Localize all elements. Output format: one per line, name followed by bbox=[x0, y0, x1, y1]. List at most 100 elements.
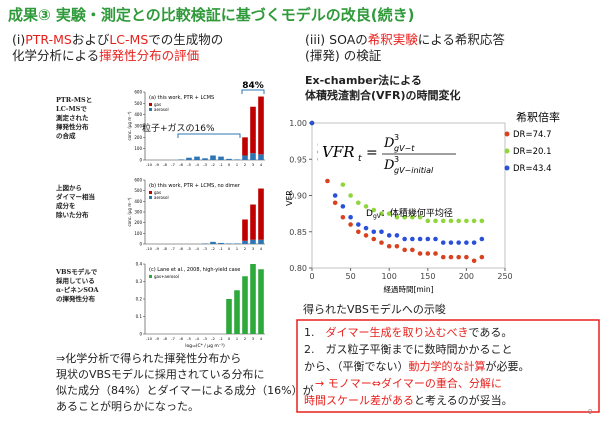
x-tick-label: 1 bbox=[236, 162, 239, 167]
x-tick-label: -6 bbox=[179, 162, 183, 167]
bar bbox=[186, 157, 192, 160]
x-tick-label: 100 bbox=[382, 272, 397, 281]
point bbox=[371, 207, 377, 213]
point bbox=[394, 233, 400, 238]
row-label: の揮発性分布 bbox=[56, 294, 96, 303]
bar bbox=[242, 137, 248, 156]
text-segment: → モノマー⇔ダイマーの重合、分解に bbox=[304, 376, 502, 390]
point bbox=[464, 218, 469, 224]
subheading-line: Ex-chamber法による bbox=[305, 73, 422, 87]
point bbox=[456, 240, 461, 245]
x-tick-label: -6 bbox=[179, 246, 183, 251]
row-label: 上図から bbox=[56, 183, 82, 192]
bar bbox=[218, 242, 224, 244]
text-segment: ダイマー生成を取り込むべき bbox=[326, 325, 469, 339]
point bbox=[440, 254, 446, 260]
annotation: 粒子+ガスの16% bbox=[142, 122, 215, 134]
point bbox=[433, 236, 438, 242]
point bbox=[356, 222, 361, 227]
x-tick-label: -1 bbox=[219, 162, 223, 167]
legend-label: DR=20.1 bbox=[513, 147, 552, 157]
bar bbox=[234, 159, 240, 160]
x-tick-label: -4 bbox=[195, 246, 199, 251]
x-tick-label: 4 bbox=[260, 162, 263, 167]
x-tick-label: -4 bbox=[195, 162, 199, 167]
conclusion-line: 似た成分（84%）とダイマーによる成分（16%）が bbox=[56, 383, 314, 397]
legend-swatch bbox=[149, 196, 152, 199]
slide-title: 成果③ 実験・測定との比較検証に基づくモデルの改良(続き) bbox=[8, 6, 415, 24]
point bbox=[464, 254, 469, 260]
text-segment: である。 bbox=[469, 326, 513, 339]
point bbox=[394, 243, 400, 249]
rich-line: 2. ガス粒子平衡までに数時間かかること bbox=[304, 342, 513, 356]
point bbox=[379, 229, 384, 235]
text-segment: (iii) SOAの bbox=[305, 32, 368, 47]
row-label: ダイマー相当 bbox=[56, 192, 95, 201]
point bbox=[471, 258, 477, 264]
text-segment: が必要。 bbox=[486, 359, 530, 373]
point bbox=[394, 214, 400, 220]
x-tick-label: -5 bbox=[187, 246, 191, 251]
x-tick-label: -7 bbox=[171, 162, 175, 167]
x-tick-label: -10 bbox=[146, 162, 153, 167]
note: DgV：体積幾何平均径 bbox=[366, 207, 453, 220]
chart-title: (a) this work, PTR + LCMS bbox=[149, 95, 214, 101]
x-tick-label: 3 bbox=[252, 336, 255, 341]
legend-title: 希釈倍率 bbox=[516, 110, 560, 124]
bar bbox=[202, 243, 208, 244]
implications-title: 得られたVBSモデルへの示唆 bbox=[303, 302, 446, 316]
x-tick-label: -2 bbox=[211, 246, 215, 251]
point bbox=[340, 182, 346, 187]
point bbox=[440, 240, 446, 245]
y-tick-label: 300 bbox=[134, 210, 142, 215]
row-label: 採用している bbox=[56, 276, 95, 285]
y-tick-label: 0 bbox=[139, 158, 142, 163]
chart-title: (b) this work, PTR + LCMS, no dimer bbox=[149, 183, 241, 189]
x-tick-label: -3 bbox=[203, 336, 207, 341]
x-tick-label: 2 bbox=[244, 336, 247, 341]
x-tick-label: -10 bbox=[146, 336, 153, 341]
x-tick-label: 50 bbox=[346, 272, 356, 281]
subheading-line: 体積残渣割合(VFR)の時間変化 bbox=[305, 88, 461, 102]
point bbox=[371, 229, 377, 235]
text-segment: 希釈実験 bbox=[368, 32, 419, 47]
legend-marker bbox=[504, 165, 510, 171]
legend-marker bbox=[504, 148, 510, 154]
x-tick-label: 2 bbox=[244, 162, 247, 167]
rich-line: から、（平衡でない）動力学的な計算が必要。 bbox=[304, 359, 530, 373]
rich-line: 化学分析による揮発性分布の評価 bbox=[12, 48, 199, 63]
point bbox=[479, 236, 485, 242]
eq-sub: t bbox=[358, 154, 362, 164]
conclusion-line: あることが明らかになった。 bbox=[56, 399, 199, 413]
annotation: 84% bbox=[242, 81, 264, 91]
row-label: の合成 bbox=[56, 131, 76, 140]
bar bbox=[234, 243, 240, 244]
bar bbox=[210, 155, 216, 160]
y-tick-label: 100 bbox=[134, 231, 142, 236]
bar bbox=[258, 96, 264, 155]
conclusion-line: 現状のVBSモデルに採用されている分布に bbox=[56, 367, 265, 381]
x-tick-label: -4 bbox=[195, 336, 199, 341]
legend-label: gas+aerosol bbox=[154, 274, 179, 279]
point bbox=[410, 247, 415, 253]
bar bbox=[194, 156, 200, 160]
legend-swatch bbox=[149, 103, 152, 106]
y-axis-label: VFR bbox=[285, 190, 294, 206]
row-label: α-ピネンSOA bbox=[56, 285, 100, 294]
page-number: 9 bbox=[588, 408, 592, 416]
y-tick-label: 0.1 bbox=[136, 314, 143, 319]
x-tick-label: 0 bbox=[309, 272, 314, 281]
x-tick-label: 1 bbox=[236, 246, 239, 251]
text-segment: (揮発) の検証 bbox=[305, 48, 382, 63]
bar bbox=[250, 264, 256, 334]
x-tick-label: 2 bbox=[244, 246, 247, 251]
text-segment: による希釈応答 bbox=[418, 32, 506, 47]
y-tick-label: 500 bbox=[134, 101, 142, 106]
y-tick-label: 200 bbox=[134, 220, 142, 225]
text-segment: および bbox=[72, 32, 110, 47]
eq-sub: gV−t bbox=[394, 144, 415, 153]
x-tick-label: 4 bbox=[260, 336, 263, 341]
y-tick-label: 100 bbox=[134, 146, 142, 151]
y-tick-label: 600 bbox=[134, 178, 142, 183]
